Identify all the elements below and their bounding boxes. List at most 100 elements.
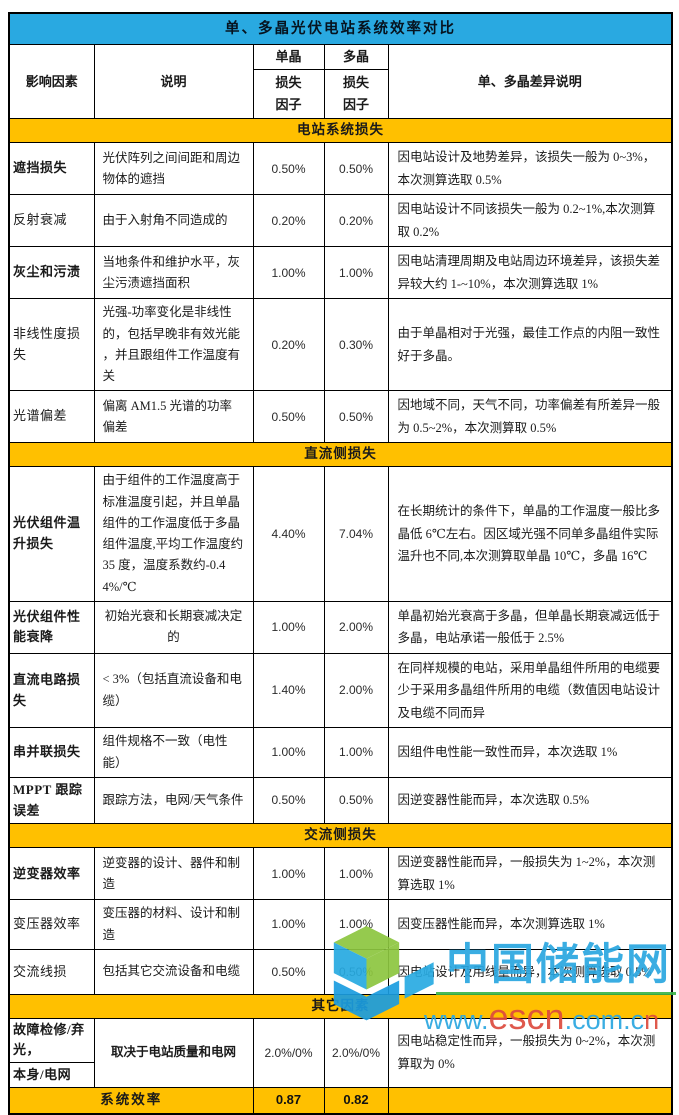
system-efficiency-diff-empty [387,1086,673,1115]
poly-loss-cell: 2.00% [323,652,389,729]
system-efficiency-label: 系统效率 [8,1086,254,1115]
table-row: 光伏组件温升损失 由于组件的工作温度高于标准温度引起，并且单晶组件的工作温度低于多… [8,466,673,602]
mono-loss-cell: 0.50% [252,390,325,444]
section-label: 其它因素 [8,993,673,1019]
system-efficiency-row: 系统效率 0.87 0.82 [8,1086,673,1115]
factor-cell: 光伏组件性能衰降 [8,600,95,654]
table-row: 灰尘和污渍 当地条件和维护水平，灰尘污渍遮挡面积 1.00% 1.00% 因电站清理周期… [8,246,673,300]
poly-loss-cell: 1.00% [323,727,389,778]
factor-cell: 光谱偏差 [8,390,95,444]
diff-cell: 因电站稳定性而异，一般损失为 0~2%，本次测算取为 0% [387,1017,673,1088]
desc-cell: 跟踪方法，电网/天气条件 [93,776,254,825]
table-title: 单、多晶光伏电站系统效率对比 [8,12,673,45]
poly-loss-cell: 0.50% [323,948,389,995]
mono-loss-cell: 2.0%/0% [252,1017,325,1088]
diff-cell: 因变压器性能而异，本次测算选取 1% [387,899,673,950]
mono-loss-cell: 0.20% [252,194,325,248]
table-row: 光谱偏差 偏离 AM1.5 光谱的功率偏差 0.50% 0.50% 因地域不同，天气不同… [8,390,673,444]
table-row: 故障检修/弃光， 本身/电网 取决于电站质量和电网 2.0%/0% 2.0%/0% 因电站… [8,1017,673,1088]
desc-cell: 包括其它交流设备和电缆 [93,948,254,995]
page: 单、多晶光伏电站系统效率对比 影响因素 说明 单晶 多晶 单、多晶差异说明 损失… [8,12,676,1115]
factor-cell: 直流电路损失 [8,652,95,729]
col-header-diff: 单、多晶差异说明 [387,43,673,120]
poly-loss-cell: 0.50% [323,142,389,196]
system-efficiency-mono: 0.87 [252,1086,325,1115]
section-label: 交流侧损失 [8,823,673,849]
diff-cell: 在同样规模的电站，采用单晶组件所用的电缆要少于采用多晶组件所用的电缆（数值因电站… [387,652,673,729]
poly-loss-cell: 2.0%/0% [323,1017,389,1088]
efficiency-comparison-table: 单、多晶光伏电站系统效率对比 影响因素 说明 单晶 多晶 单、多晶差异说明 损失… [8,12,674,1115]
desc-cell: 偏离 AM1.5 光谱的功率偏差 [93,390,254,444]
desc-cell: 当地条件和维护水平，灰尘污渍遮挡面积 [93,246,254,300]
desc-cell: < 3%（包括直流设备和电缆） [93,652,254,729]
poly-loss-cell: 0.50% [323,390,389,444]
section-row: 电站系统损失 [8,118,673,144]
mono-loss-cell: 1.00% [252,246,325,300]
desc-cell: 初始光衰和长期衰减决定的 [93,600,254,654]
mono-loss-cell: 0.20% [252,298,325,392]
table-row: 交流线损 包括其它交流设备和电缆 0.50% 0.50% 因电站设计及用线量而异，本次测… [8,948,673,995]
system-efficiency-poly: 0.82 [323,1086,389,1115]
desc-cell: 光伏阵列之间间距和周边物体的遮挡 [93,142,254,196]
factor-cell: 变压器效率 [8,899,95,950]
table-row: MPPT 跟踪误差 跟踪方法，电网/天气条件 0.50% 0.50% 因逆变器性能而异，… [8,776,673,825]
diff-cell: 因逆变器性能而异，本次选取 0.5% [387,776,673,825]
poly-loss-cell: 1.00% [323,899,389,950]
poly-loss-cell: 0.30% [323,298,389,392]
factor-cell: 串并联损失 [8,727,95,778]
poly-loss-cell: 0.50% [323,776,389,825]
col-header-mono: 单晶 [252,43,325,71]
col-header-mono-loss-factor: 损失 因子 [252,69,325,120]
table-row: 变压器效率 变压器的材料、设计和制造 1.00% 1.00% 因变压器性能而异，本次测算… [8,899,673,950]
mono-loss-cell: 1.00% [252,600,325,654]
factor-cell: 遮挡损失 [8,142,95,196]
factor-cell: 非线性度损失 [8,298,95,392]
desc-cell: 由于组件的工作温度高于标准温度引起，并且单晶组件的工作温度低于多晶组件温度,平均… [93,466,254,602]
mono-loss-cell: 1.00% [252,727,325,778]
section-row: 其它因素 [8,993,673,1019]
mono-loss-cell: 1.00% [252,847,325,901]
desc-cell: 逆变器的设计、器件和制造 [93,847,254,901]
section-row: 交流侧损失 [8,823,673,849]
desc-cell: 光强-功率变化是非线性的，包括早晚非有效光能 ，并且跟组件工作温度有关 [93,298,254,392]
mono-loss-cell: 0.50% [252,776,325,825]
desc-cell: 由于入射角不同造成的 [93,194,254,248]
poly-loss-cell: 7.04% [323,466,389,602]
diff-cell: 在长期统计的条件下，单晶的工作温度一般比多晶低 6℃左右。因区域光强不同单多晶组… [387,466,673,602]
section-label: 直流侧损失 [8,442,673,468]
desc-cell: 变压器的材料、设计和制造 [93,899,254,950]
col-header-poly: 多晶 [323,43,389,71]
mono-loss-cell: 1.00% [252,899,325,950]
mono-loss-cell: 4.40% [252,466,325,602]
factor-cell: 光伏组件温升损失 [8,466,95,602]
mono-loss-cell: 1.40% [252,652,325,729]
poly-loss-cell: 0.20% [323,194,389,248]
factor-cell: 逆变器效率 [8,847,95,901]
mono-loss-cell: 0.50% [252,948,325,995]
diff-cell: 因电站设计及地势差异，该损失一般为 0~3%，本次测算选取 0.5% [387,142,673,196]
section-row: 直流侧损失 [8,442,673,468]
table-row: 串并联损失 组件规格不一致（电性能） 1.00% 1.00% 因组件电性能一致性而异，本… [8,727,673,778]
section-label: 电站系统损失 [8,118,673,144]
diff-cell: 因组件电性能一致性而异，本次选取 1% [387,727,673,778]
diff-cell: 因电站设计不同该损失一般为 0.2~1%,本次测算取 0.2% [387,194,673,248]
desc-cell: 取决于电站质量和电网 [93,1017,254,1088]
table-row: 反射衰减 由于入射角不同造成的 0.20% 0.20% 因电站设计不同该损失一般为 0.… [8,194,673,248]
factor-cell: 反射衰减 [8,194,95,248]
table-body: 电站系统损失 遮挡损失 光伏阵列之间间距和周边物体的遮挡 0.50% 0.50% 因电站设… [8,118,673,1115]
diff-cell: 由于单晶相对于光强，最佳工作点的内阻一致性好于多晶。 [387,298,673,392]
diff-cell: 因地域不同，天气不同，功率偏差有所差异一般为 0.5~2%，本次测算取 0.5% [387,390,673,444]
col-header-poly-loss-factor: 损失 因子 [323,69,389,120]
table-row: 直流电路损失 < 3%（包括直流设备和电缆） 1.40% 2.00% 在同样规模的电站，… [8,652,673,729]
poly-loss-cell: 1.00% [323,847,389,901]
factor-cell: 故障检修/弃光， 本身/电网 [8,1017,95,1088]
poly-loss-cell: 2.00% [323,600,389,654]
col-header-description: 说明 [93,43,254,120]
mono-loss-cell: 0.50% [252,142,325,196]
table-row: 光伏组件性能衰降 初始光衰和长期衰减决定的 1.00% 2.00% 单晶初始光衰高于多晶… [8,600,673,654]
factor-cell: 交流线损 [8,948,95,995]
diff-cell: 因电站清理周期及电站周边环境差异，该损失差异较大约 1-~10%，本次测算选取 … [387,246,673,300]
table-row: 非线性度损失 光强-功率变化是非线性的，包括早晚非有效光能 ，并且跟组件工作温度有… [8,298,673,392]
diff-cell: 因逆变器性能而异，一般损失为 1~2%，本次测算选取 1% [387,847,673,901]
table-row: 逆变器效率 逆变器的设计、器件和制造 1.00% 1.00% 因逆变器性能而异，一般损失… [8,847,673,901]
